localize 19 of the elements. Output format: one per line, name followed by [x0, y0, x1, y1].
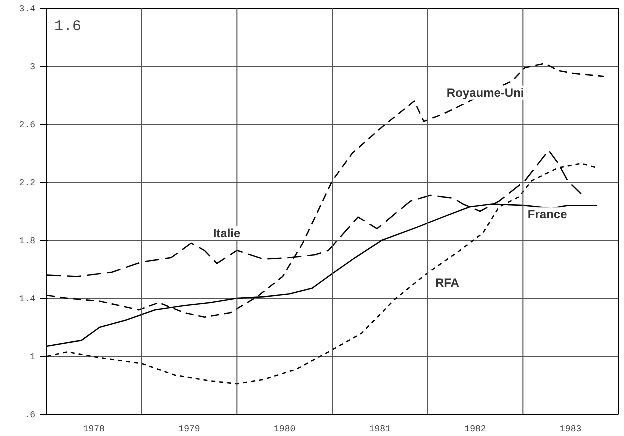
- x-tick-label: 1979: [178, 424, 200, 434]
- y-tick-label: 3: [30, 62, 36, 72]
- series-label: RFA: [435, 276, 460, 290]
- x-tick-label: 1978: [83, 424, 105, 434]
- series-label: Royaume-Uni: [446, 86, 524, 100]
- y-tick-label: 1: [30, 352, 36, 362]
- x-tick-label: 1981: [369, 424, 391, 434]
- y-tick-label: 1.8: [19, 236, 36, 246]
- y-tick-label: 1.4: [19, 294, 36, 304]
- y-tick-label: 3.4: [19, 4, 36, 14]
- y-tick-label: 2.2: [19, 178, 36, 188]
- annotation: 1.6: [54, 18, 82, 36]
- y-tick-label: 2.6: [19, 120, 36, 130]
- y-tick-label: .6: [24, 410, 36, 420]
- series-label: Italie: [213, 226, 242, 240]
- x-tick-label: 1983: [560, 424, 582, 434]
- x-tick-label: 1980: [274, 424, 296, 434]
- x-tick-label: 1982: [464, 424, 486, 434]
- series-label: France: [528, 208, 568, 222]
